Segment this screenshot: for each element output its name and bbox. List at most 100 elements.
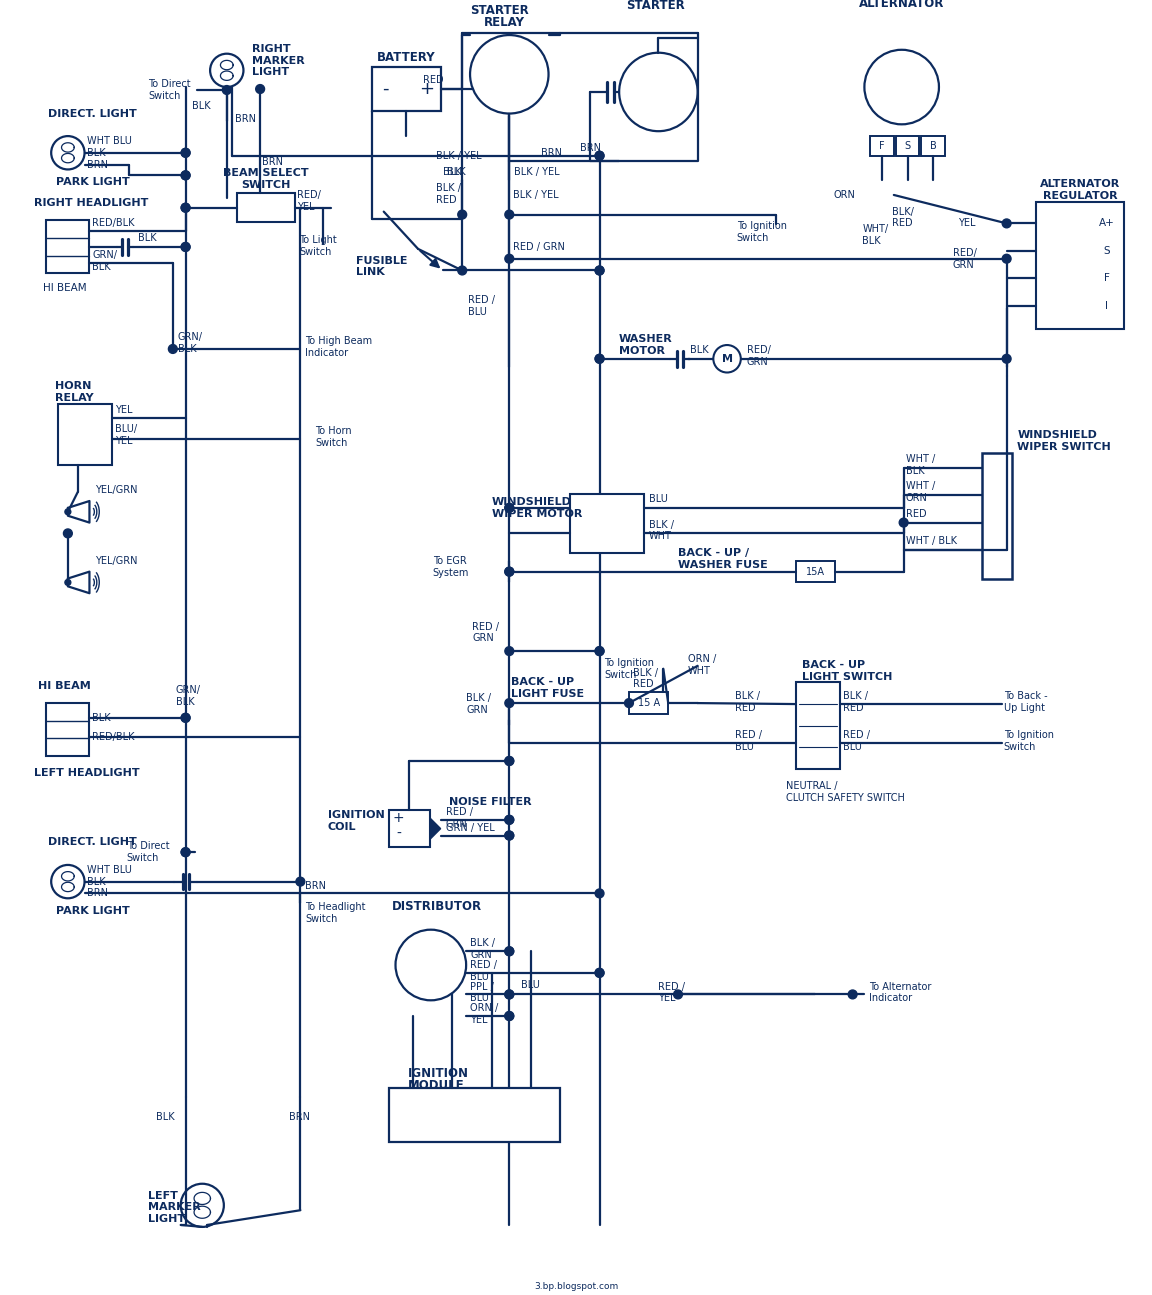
Text: BLK /: BLK / [632, 668, 658, 677]
Circle shape [596, 152, 604, 161]
Text: LEFT: LEFT [149, 1190, 179, 1200]
Text: HI BEAM: HI BEAM [44, 284, 86, 293]
Text: BRN: BRN [88, 159, 108, 170]
Text: RED: RED [632, 680, 653, 689]
Circle shape [674, 989, 682, 998]
Circle shape [181, 149, 190, 157]
Text: LIGHT SWITCH: LIGHT SWITCH [802, 672, 892, 681]
Text: MODULE: MODULE [408, 1079, 465, 1092]
Text: RED: RED [435, 194, 456, 205]
Circle shape [505, 947, 514, 956]
Text: BLK / YEL: BLK / YEL [514, 190, 559, 199]
Text: RELAY: RELAY [55, 392, 93, 403]
Text: WASHER: WASHER [619, 334, 673, 344]
Text: BLK: BLK [192, 101, 211, 110]
Text: LIGHT: LIGHT [149, 1213, 185, 1224]
Circle shape [63, 528, 73, 537]
Circle shape [713, 344, 741, 373]
Text: WHT/: WHT/ [863, 224, 888, 234]
Circle shape [181, 848, 190, 856]
Text: HI BEAM: HI BEAM [38, 681, 91, 692]
Circle shape [596, 265, 604, 275]
Text: BLK: BLK [88, 148, 106, 158]
Circle shape [505, 504, 514, 513]
Circle shape [181, 171, 190, 180]
Text: To Direct: To Direct [127, 842, 169, 851]
Text: To Alternator: To Alternator [870, 982, 932, 992]
Text: Switch: Switch [149, 91, 181, 101]
Circle shape [848, 989, 857, 998]
Text: System: System [433, 567, 469, 578]
Circle shape [65, 579, 70, 585]
Circle shape [505, 254, 514, 263]
Circle shape [505, 567, 514, 576]
Text: RED/: RED/ [953, 247, 977, 258]
Polygon shape [430, 818, 440, 839]
Text: YEL: YEL [115, 436, 132, 447]
Text: GRN: GRN [746, 356, 768, 366]
Circle shape [1002, 254, 1011, 263]
Circle shape [181, 203, 190, 212]
Bar [983, 453, 1011, 579]
Circle shape [596, 646, 604, 655]
Text: BLU: BLU [470, 993, 488, 1004]
Text: ORN: ORN [905, 493, 927, 502]
Text: BLK: BLK [905, 466, 924, 475]
Circle shape [505, 504, 514, 513]
Text: Switch: Switch [314, 438, 348, 448]
Text: BLK /: BLK / [467, 693, 491, 703]
Text: M: M [721, 354, 733, 364]
Text: PARK LIGHT: PARK LIGHT [56, 177, 130, 188]
Text: IGNITION: IGNITION [328, 809, 385, 820]
Text: F: F [879, 141, 885, 152]
Text: RED/: RED/ [746, 344, 771, 355]
Text: RED / GRN: RED / GRN [514, 242, 566, 253]
Text: NOISE FILTER: NOISE FILTER [449, 798, 532, 807]
Circle shape [505, 1011, 514, 1020]
Text: MOTOR: MOTOR [619, 346, 665, 356]
Circle shape [596, 969, 604, 978]
Text: BRN: BRN [289, 1112, 310, 1121]
Text: To EGR: To EGR [433, 556, 467, 566]
Circle shape [505, 756, 514, 765]
Text: Up Light: Up Light [1003, 703, 1045, 714]
Text: YEL: YEL [297, 202, 314, 211]
Text: PARK LIGHT: PARK LIGHT [56, 906, 130, 916]
Text: RED /: RED / [472, 622, 499, 632]
Text: 15A: 15A [806, 567, 825, 576]
Text: BLK /: BLK / [649, 519, 674, 530]
Text: WHT BLU: WHT BLU [88, 136, 132, 146]
Text: SWITCH: SWITCH [241, 180, 290, 190]
Text: REGULATOR: REGULATOR [1043, 190, 1117, 201]
Text: BLK: BLK [863, 236, 881, 246]
Text: BACK - UP: BACK - UP [802, 660, 865, 670]
Text: ORN /: ORN / [470, 1004, 499, 1013]
Bar [46, 220, 90, 273]
Bar [58, 404, 112, 465]
Bar [870, 136, 894, 155]
Text: YEL: YEL [957, 219, 975, 228]
Text: RIGHT: RIGHT [252, 44, 291, 54]
Text: GRN / YEL: GRN / YEL [446, 822, 494, 833]
Text: YEL: YEL [659, 993, 676, 1004]
Text: LINK: LINK [356, 268, 385, 277]
Bar [236, 193, 295, 223]
Text: DIRECT. LIGHT: DIRECT. LIGHT [48, 109, 137, 119]
Text: BRN: BRN [305, 881, 326, 891]
Circle shape [51, 136, 84, 170]
Text: IGNITION: IGNITION [408, 1067, 469, 1080]
Text: BLU: BLU [843, 742, 862, 752]
Text: WIPER MOTOR: WIPER MOTOR [492, 509, 582, 519]
Text: WIPER SWITCH: WIPER SWITCH [1017, 442, 1112, 452]
Circle shape [181, 149, 190, 157]
Text: Switch: Switch [305, 914, 338, 923]
Bar [388, 809, 430, 847]
Text: Switch: Switch [737, 233, 770, 243]
Text: RED /: RED / [468, 295, 495, 304]
Text: To Light: To Light [300, 236, 338, 245]
Text: BLU: BLU [735, 742, 753, 752]
Text: ALTERNATOR: ALTERNATOR [1040, 179, 1121, 189]
Text: +: + [419, 80, 434, 98]
Text: RED: RED [905, 509, 926, 519]
Text: BRN: BRN [88, 888, 108, 899]
